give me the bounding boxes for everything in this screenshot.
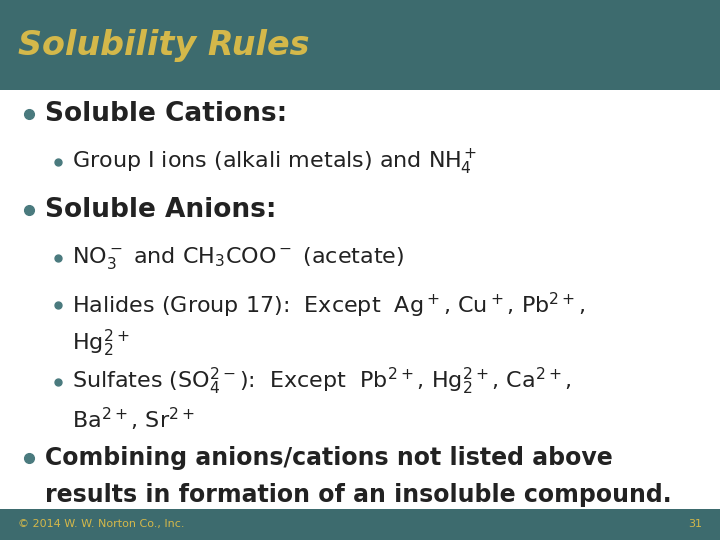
Text: 31: 31 — [688, 519, 702, 529]
FancyBboxPatch shape — [0, 90, 720, 509]
Text: NO$_3^-$ and CH$_3$COO$^-$ (acetate): NO$_3^-$ and CH$_3$COO$^-$ (acetate) — [72, 245, 405, 271]
FancyBboxPatch shape — [0, 509, 720, 540]
Text: Soluble Anions:: Soluble Anions: — [45, 197, 277, 222]
Text: Sulfates (SO$_4^{2-}$):  Except  Pb$^{2+}$, Hg$_2^{2+}$, Ca$^{2+}$,: Sulfates (SO$_4^{2-}$): Except Pb$^{2+}$… — [72, 366, 572, 397]
Text: Combining anions/cations not listed above: Combining anions/cations not listed abov… — [45, 446, 613, 470]
Text: © 2014 W. W. Norton Co., Inc.: © 2014 W. W. Norton Co., Inc. — [18, 519, 184, 529]
Text: Group I ions (alkali metals) and NH$_4^+$: Group I ions (alkali metals) and NH$_4^+… — [72, 147, 477, 177]
Text: Ba$^{2+}$, Sr$^{2+}$: Ba$^{2+}$, Sr$^{2+}$ — [72, 406, 194, 433]
Text: Hg$_2^{2+}$: Hg$_2^{2+}$ — [72, 327, 130, 359]
Text: Solubility Rules: Solubility Rules — [18, 29, 310, 62]
Text: Soluble Cations:: Soluble Cations: — [45, 102, 287, 127]
Text: Halides (Group 17):  Except  Ag$^+$, Cu$^+$, Pb$^{2+}$,: Halides (Group 17): Except Ag$^+$, Cu$^+… — [72, 291, 585, 320]
Text: results in formation of an insoluble compound.: results in formation of an insoluble com… — [45, 483, 672, 507]
FancyBboxPatch shape — [0, 0, 720, 90]
